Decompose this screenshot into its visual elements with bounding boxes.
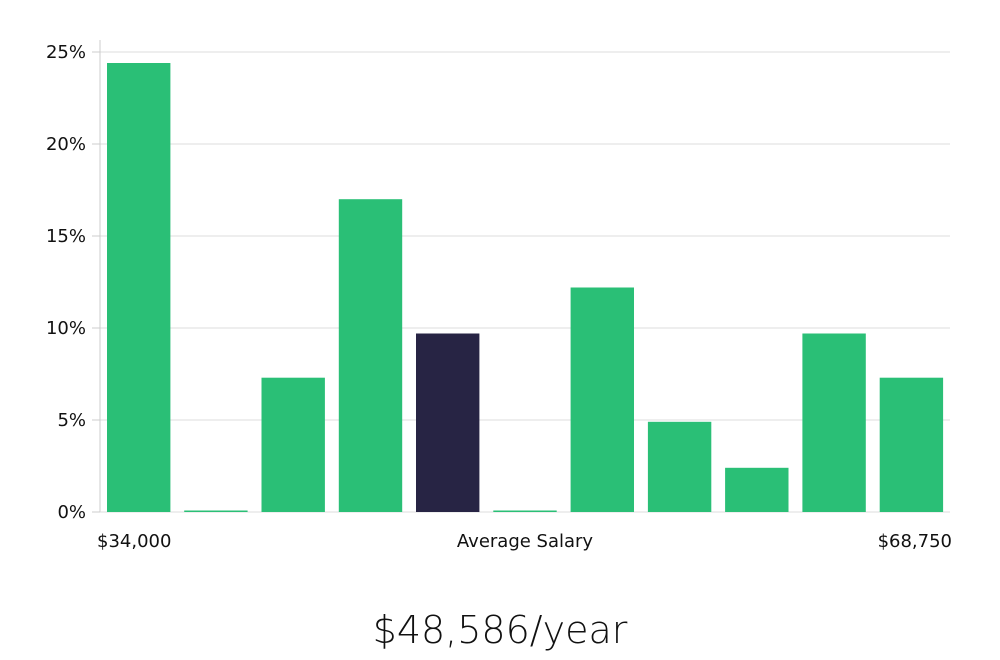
- bar: [570, 287, 634, 512]
- bar: [879, 377, 944, 512]
- bar: [261, 377, 325, 512]
- bar: [725, 467, 789, 512]
- bar: [647, 421, 712, 512]
- average-salary-value: $48,586/year: [372, 608, 628, 652]
- bar: [184, 510, 248, 512]
- highlighted-bar: [416, 333, 480, 512]
- y-tick-label: 10%: [46, 318, 86, 339]
- y-tick-label: 25%: [46, 42, 86, 63]
- x-min-label: $34,000: [97, 531, 171, 552]
- bar: [493, 510, 557, 512]
- bar: [802, 333, 866, 512]
- y-tick-label: 5%: [57, 410, 86, 431]
- x-axis-title: Average Salary: [457, 531, 594, 552]
- chart-svg: 0%5%10%15%20%25% $34,000 Average Salary …: [46, 40, 952, 552]
- y-tick-label: 20%: [46, 134, 86, 155]
- bar: [338, 199, 403, 512]
- x-max-label: $68,750: [878, 531, 952, 552]
- bar: [107, 63, 171, 512]
- y-tick-label: 0%: [57, 502, 86, 523]
- y-tick-label: 15%: [46, 226, 86, 247]
- y-tick-labels: 0% 5% 10% 15% 20% 25%: [46, 42, 100, 523]
- bars-layer: [107, 63, 944, 512]
